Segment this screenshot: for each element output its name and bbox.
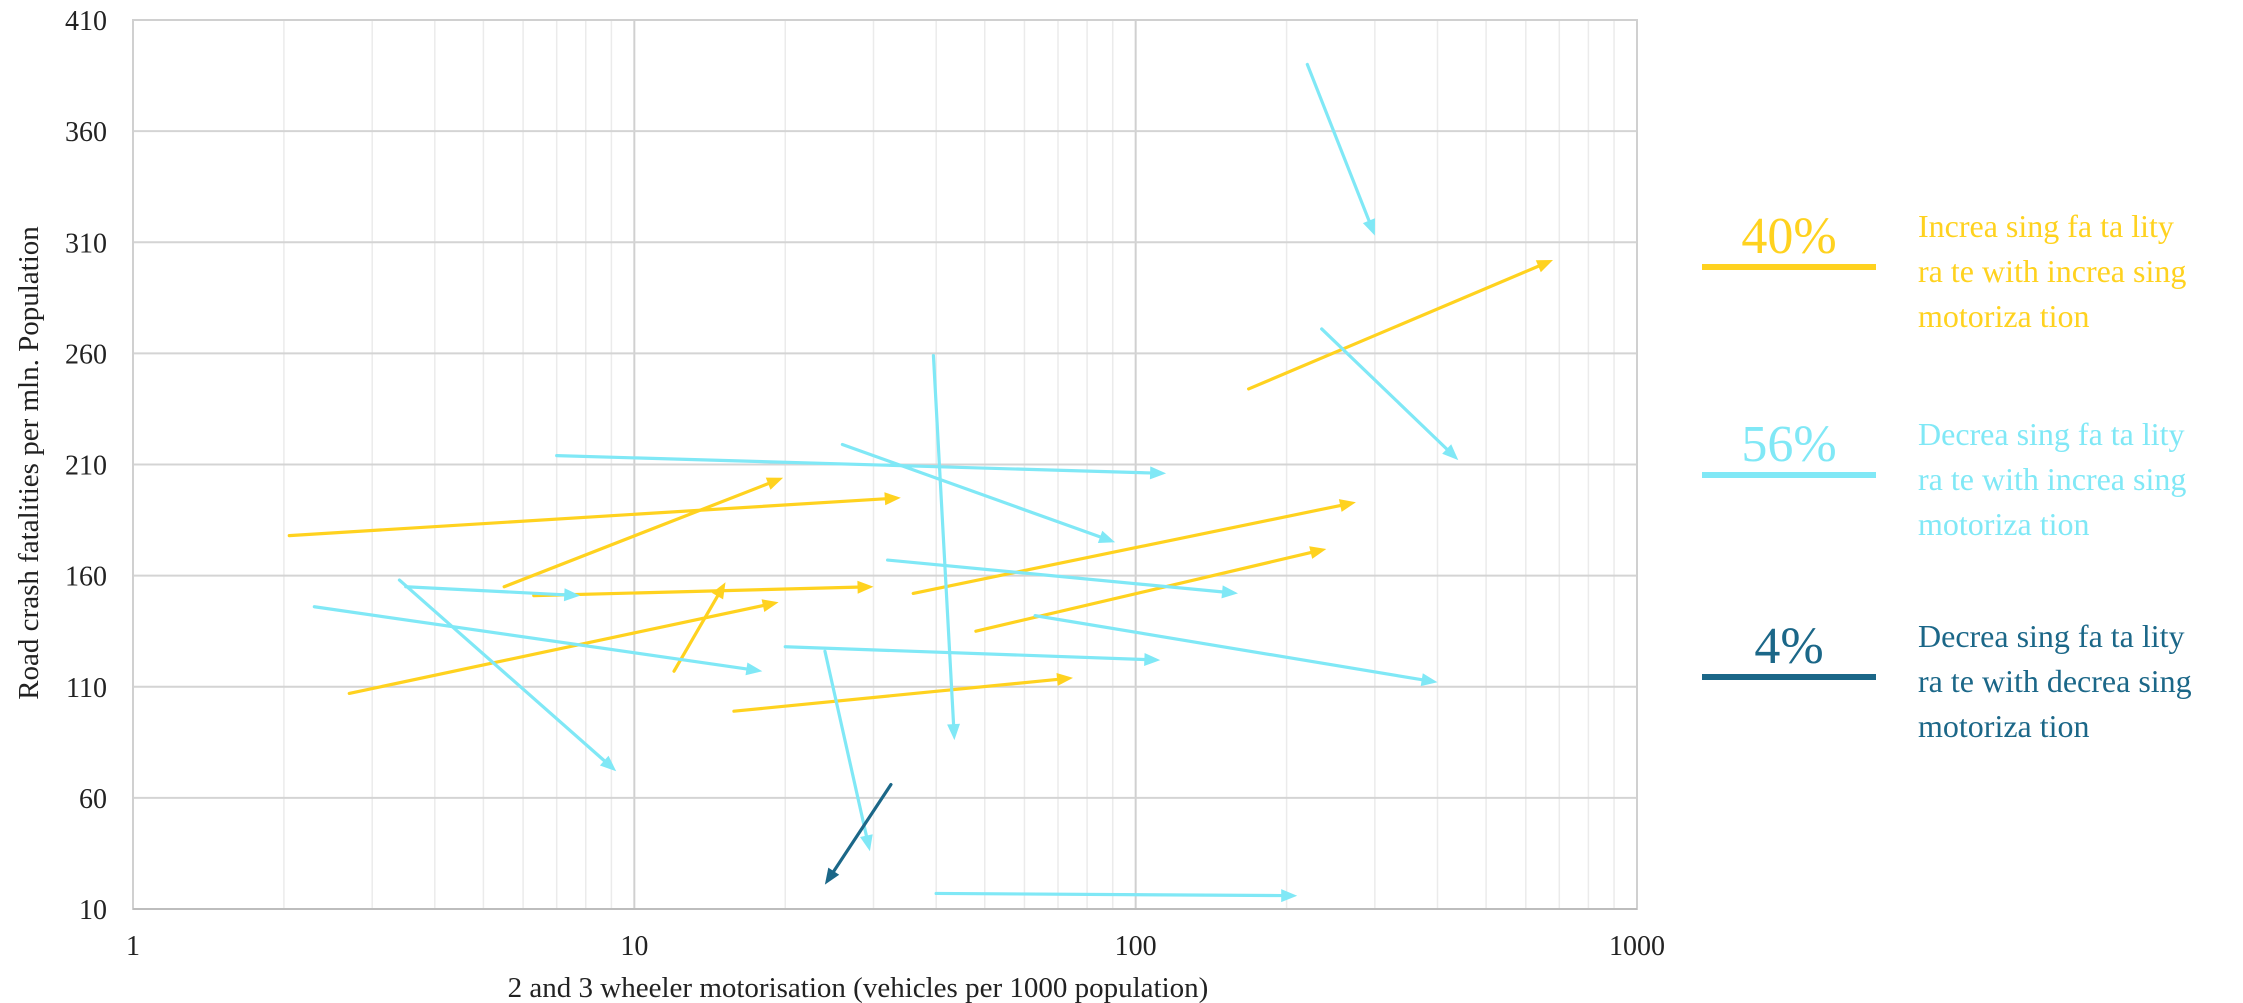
arrow-decreasing_increasing <box>1033 614 1424 682</box>
arrow-head-increasing <box>1309 546 1327 559</box>
y-tick-label: 410 <box>65 6 107 37</box>
legend-label: Decrea sing fa ta lity <box>1918 618 2185 654</box>
legend-label: motoriza tion <box>1918 708 2090 744</box>
arrow-head-decreasing_increasing <box>1144 653 1161 666</box>
arrow-increasing <box>974 551 1313 633</box>
legend-item-decreasing_increasing: 56% Decrea sing fa ta lity ra te with incr… <box>1702 416 2186 542</box>
arrow-head-increasing <box>857 580 874 594</box>
arrow-head-decreasing_increasing <box>1097 530 1116 543</box>
y-axis-title: Road crash fatalities per mln. Populatio… <box>13 226 45 700</box>
arrow-decreasing_increasing <box>934 891 1283 898</box>
y-tick-label: 110 <box>66 673 107 704</box>
y-tick-label: 310 <box>65 228 107 259</box>
legend-label: ra te with decrea sing <box>1918 663 2192 699</box>
y-tick-label: 360 <box>65 117 107 148</box>
arrow-increasing <box>287 497 887 538</box>
arrow-head-decreasing_increasing <box>1281 889 1298 903</box>
arrow-decreasing_increasing <box>783 645 1146 662</box>
legend-label: ra te with increa sing <box>1918 253 2186 289</box>
y-tick-label: 60 <box>79 784 107 815</box>
legend-label: motoriza tion <box>1918 298 2090 334</box>
arrow-head-increasing <box>1535 260 1553 273</box>
legend-label: ra te with increa sing <box>1918 461 2186 497</box>
arrow-decreasing_increasing <box>840 442 1102 539</box>
legend-item-decreasing_decreasing: 4% Decrea sing fa ta lity ra te with decre… <box>1702 618 2192 744</box>
arrow-head-decreasing_increasing <box>563 588 581 602</box>
data-arrows <box>287 62 1553 903</box>
arrow-head-decreasing_increasing <box>1420 673 1438 687</box>
arrow-head-decreasing_decreasing <box>824 867 840 885</box>
y-tick-label: 210 <box>65 451 107 482</box>
legend: 40% Increa sing fa ta lity ra te with incr… <box>1702 208 2192 744</box>
arrow-increasing <box>732 677 1059 713</box>
arrow-decreasing_increasing <box>1320 327 1449 451</box>
arrow-decreasing_increasing <box>312 605 749 671</box>
arrow-head-increasing <box>765 477 784 490</box>
x-tick-label: 10 <box>620 931 648 962</box>
legend-percentage: 4% <box>1754 618 1823 675</box>
arrow-decreasing_increasing <box>404 585 566 597</box>
y-tick-label: 260 <box>65 339 107 370</box>
arrow-head-increasing <box>1056 673 1073 686</box>
legend-label: Decrea sing fa ta lity <box>1918 416 2185 452</box>
y-tick-label: 160 <box>65 562 107 593</box>
arrow-decreasing_increasing <box>555 454 1152 475</box>
x-axis-title: 2 and 3 wheeler motorisation (vehicles p… <box>508 972 1209 1003</box>
arrow-head-decreasing_increasing <box>745 662 763 676</box>
arrow-head-decreasing_increasing <box>1442 444 1459 461</box>
arrow-decreasing_increasing <box>823 649 868 838</box>
arrow-decreasing_increasing <box>1305 62 1371 223</box>
arrow-decreasing_increasing <box>397 578 606 763</box>
arrow-head-decreasing_increasing <box>947 723 960 741</box>
arrow-increasing <box>1247 264 1540 391</box>
arrow-head-decreasing_increasing <box>860 834 873 852</box>
y-tick-label: 10 <box>79 895 107 926</box>
arrow-head-decreasing_increasing <box>1362 218 1375 236</box>
x-tick-label: 1 <box>126 931 140 962</box>
arrow-head-decreasing_increasing <box>599 755 617 772</box>
arrow-increasing <box>347 604 765 696</box>
arrow-head-increasing <box>761 599 779 612</box>
legend-percentage: 56% <box>1741 416 1836 473</box>
x-tick-label: 1000 <box>1609 931 1665 962</box>
arrow-head-decreasing_increasing <box>1149 466 1167 480</box>
arrow-head-increasing <box>1338 499 1356 512</box>
legend-item-increasing: 40% Increa sing fa ta lity ra te with incr… <box>1702 208 2186 334</box>
arrow-decreasing_decreasing <box>832 782 893 873</box>
y-tick-labels: 10 60 110 160 210 260 310 360 410 <box>65 6 107 926</box>
arrow-increasing <box>502 482 770 589</box>
legend-percentage: 40% <box>1741 208 1836 265</box>
arrow-increasing <box>532 585 860 598</box>
arrow-head-increasing <box>711 582 726 600</box>
legend-label: motoriza tion <box>1918 506 2090 542</box>
arrow-increasing <box>911 503 1342 596</box>
arrow-decreasing_increasing <box>931 353 956 726</box>
arrow-head-increasing <box>884 492 901 506</box>
axes <box>132 19 1638 910</box>
legend-label: Increa sing fa ta lity <box>1918 208 2174 244</box>
arrow-head-decreasing_increasing <box>1221 585 1238 599</box>
x-tick-labels: 1 10 100 1000 <box>126 931 1665 962</box>
x-tick-label: 100 <box>1115 931 1157 962</box>
